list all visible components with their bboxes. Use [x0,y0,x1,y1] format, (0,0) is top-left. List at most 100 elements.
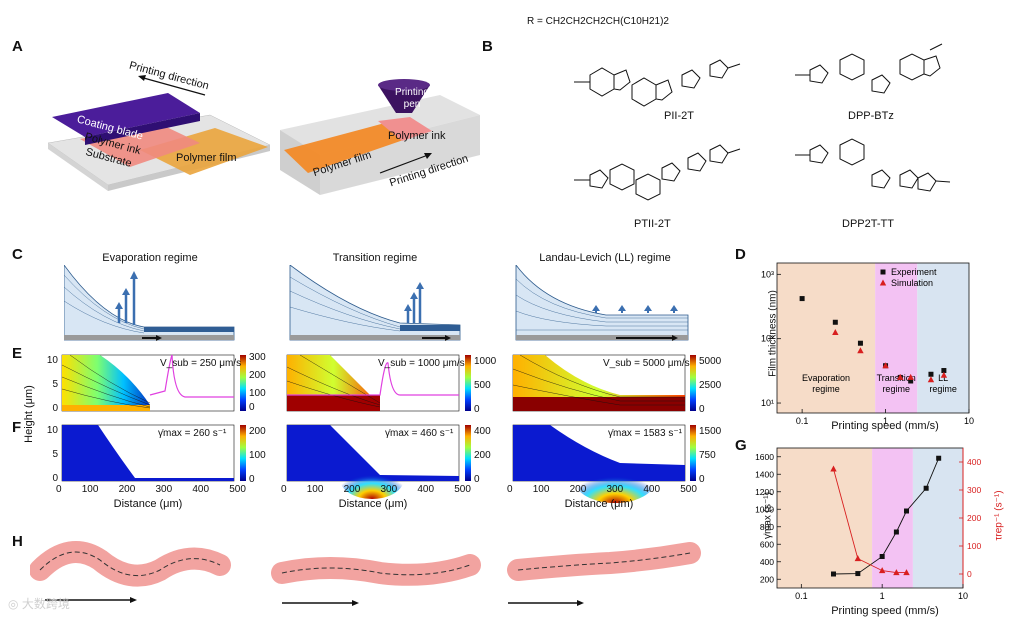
chain-backbone-2 [281,564,471,576]
printing-pen [378,85,430,113]
x-tick: 200 [118,484,136,495]
chart-g-ytick-left-label: 600 [760,539,774,549]
legend-marker-simulation [879,279,887,286]
chart-d-point-experiment [908,378,914,384]
watermark-text: 大数跨境 [21,597,70,611]
panel-c-flow-diagrams [64,265,689,341]
cb-tick: 1500 [699,426,722,437]
speed-label-e-250: V_sub = 250 μm/s [160,358,242,369]
chart-g-point-left [831,571,837,577]
x-tick: 200 [569,484,587,495]
chart-g-ytick-left-label: 1000 [755,504,774,514]
chart-d-point-simulation [897,373,904,380]
y-tick: 10 [46,425,58,436]
chart-g-ytick-left-label: 1600 [755,452,774,462]
cb-tick: 750 [699,450,716,461]
molecule-name-ptii-2t: PTII-2T [634,218,671,230]
speed-label-e-5000: V_sub = 5000 μm/s [603,358,690,369]
chart-g-xtick-label: 1 [880,591,885,601]
chart-g-ytick-right-label: 0 [967,569,972,579]
xlabel-plot1: Distance (μm) [113,498,183,510]
ll-meniscus [515,265,689,341]
chart-g-ylabel-left: γ̇max (s⁻¹) [762,492,774,539]
colorbar-ticks-f-1000: 400 200 0 [474,420,491,492]
xlabel-plot2: Distance (μm) [338,498,408,510]
y-tick: 5 [52,449,58,460]
printing-direction-arrow-right [379,154,429,174]
chart-d-point-experiment [832,319,838,325]
coating-blade [52,93,200,137]
chart-d-point-simulation [927,376,935,383]
chart-g-point-left [923,485,929,491]
chart-d-point-simulation [940,371,948,378]
chart-d-ytick-label: 10¹ [761,398,774,408]
chart-g-ytick-left-label: 1400 [755,469,774,479]
regime-band-2 [917,263,969,413]
cb-tick: 500 [474,380,491,391]
polymer-film-left [140,128,268,175]
panel-label-f: F [12,419,22,436]
legend-label-experiment: Experiment [891,267,937,277]
xticks-plot2: 0 100 200 300 400 500 [281,484,471,495]
chart-d-xtick-label: 1 [883,416,888,426]
regime-label-1-line2: regime [882,384,910,394]
colorbar-ticks-e-1000: 1000 500 0 [474,350,496,422]
chain-backbone-3 [517,552,691,571]
chart-d-point-simulation [832,328,839,335]
molecule-dpp2t-tt [795,138,951,192]
regime-label-2-line2: regime [929,384,957,394]
polymer-ink-right [378,117,432,141]
panel-label-g: G [735,437,747,454]
chart-d-point-experiment [799,296,805,302]
colorbar-f-5000 [690,425,696,481]
x-tick: 500 [229,484,246,495]
cb-tick: 200 [474,450,491,461]
heatmap-f-1000 [286,424,460,499]
regime-band-1 [875,263,918,413]
panel-b-structures [574,43,951,201]
chart-g-point-right [903,569,910,576]
molecule-dpp-btz [795,43,943,94]
chart-g-point-right [830,465,837,472]
colorbar-e-1000 [465,355,471,411]
chart-g-point-right [854,555,862,562]
panel-label-b: B [482,38,493,55]
chart-d-point-simulation [857,347,864,354]
x-tick: 0 [56,484,62,495]
ef-ylabel: Height (μm) [23,385,35,443]
chart-g-point-left [903,508,909,514]
x-tick: 500 [680,484,697,495]
printing-direction-arrow-left [139,76,206,96]
cb-tick: 0 [249,402,255,413]
chart-g-ytick-right-label: 100 [967,541,981,551]
legend-marker-experiment [880,269,886,275]
polymer-film-right [284,123,412,173]
shear-label-f-5000: γ̇max = 1583 s⁻¹ [608,428,682,439]
cb-tick: 0 [699,404,705,415]
molecule-ptii-2t [574,144,741,201]
panel-ef-heatmaps [61,354,696,503]
cb-tick: 5000 [699,356,722,367]
chart-g-band-1 [872,448,913,588]
chart-g-point-right [893,569,900,576]
shear-label-f-250: γ̇max = 260 s⁻¹ [158,428,227,439]
panel-h-chains [30,541,701,606]
label-pen-line2: pen [403,99,421,110]
label-polymer-ink-right: Polymer ink [388,130,446,142]
colorbar-e-5000 [690,355,696,411]
cb-tick: 200 [249,426,266,437]
x-tick: 300 [155,484,173,495]
chart-d-film-thickness: EvaporationregimeTransitionregimeLLregim… [761,262,974,426]
chart-g-ylabel-right: τrep⁻¹ (s⁻¹) [993,490,1005,541]
colorbar-e-250 [240,355,246,411]
molecule-name-pii-2t: PII-2T [664,110,694,122]
chart-g-ytick-right-label: 400 [967,457,981,467]
colorbar-ticks-e-5000: 5000 2500 0 [699,350,721,422]
chart-d-ytick-label: 10³ [761,269,774,279]
shear-label-f-1000: γ̇max = 460 s⁻¹ [385,428,454,439]
regime-label-0: Evaporation [802,373,850,383]
chart-g-point-left [893,529,899,535]
x-tick: 100 [306,484,324,495]
chart-d-point-experiment [857,340,863,346]
panel-label-d: D [735,246,746,263]
